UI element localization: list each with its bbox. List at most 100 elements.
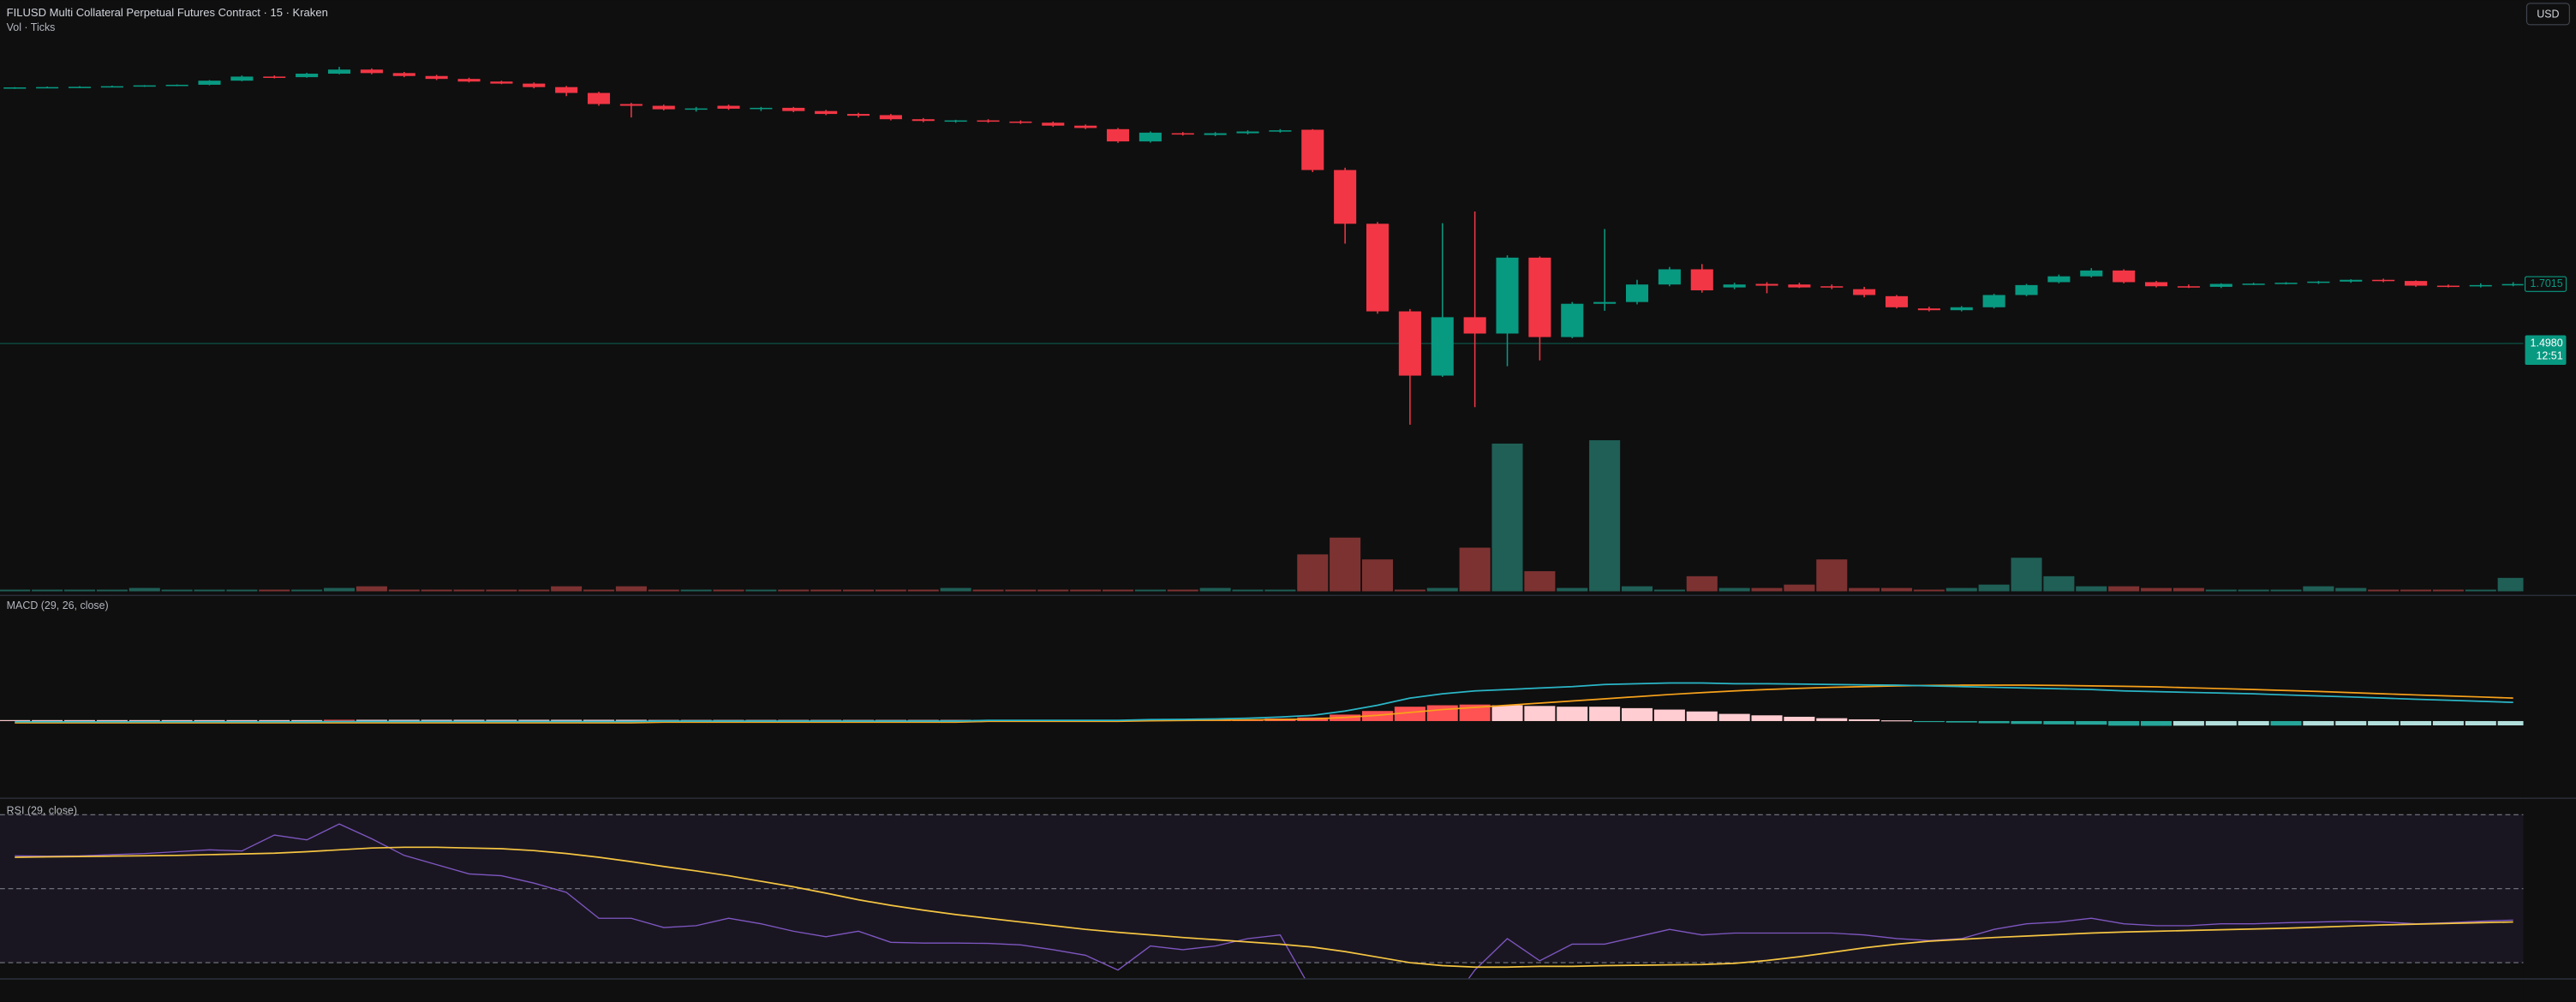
macd-histogram-bar — [2043, 720, 2075, 725]
candle-body — [977, 120, 1000, 122]
volume-bar — [323, 587, 356, 592]
volume-bar — [615, 586, 647, 592]
macd-histogram-bar — [63, 719, 96, 721]
volume-bar — [1297, 554, 1329, 592]
macd-histogram-bar — [2238, 720, 2269, 726]
macd-histogram-bar — [1686, 711, 1718, 721]
macd-histogram-bar — [486, 719, 517, 721]
candle-body — [133, 85, 156, 87]
macd-histogram-bar — [1880, 720, 1913, 722]
macd-histogram-bar — [518, 719, 550, 721]
rsi-title: RSI (29, close) — [7, 805, 77, 817]
last-price-tag — [2525, 335, 2567, 366]
candle-body — [1366, 224, 1390, 312]
volume-bar — [1102, 589, 1134, 592]
currency-button[interactable] — [2525, 3, 2570, 26]
volume-bar — [356, 586, 387, 592]
macd-histogram-bar — [32, 719, 63, 721]
candle-body — [1820, 286, 1844, 288]
candle-body — [327, 69, 351, 75]
volume-bar — [291, 589, 323, 592]
macd-histogram-bar — [1849, 719, 1880, 721]
close-tag-label: 1.7015 — [2531, 277, 2563, 289]
macd-histogram-bar — [1653, 709, 1685, 721]
candle-body — [1042, 122, 1065, 126]
volume-bar — [1589, 440, 1621, 592]
candle-body — [2307, 281, 2330, 283]
macd-histogram-bar — [1945, 720, 1977, 723]
candle-body — [555, 86, 578, 93]
macd-line — [15, 682, 2513, 723]
candle-body — [68, 86, 92, 88]
candle-body — [2080, 270, 2103, 277]
candle-body — [1236, 131, 1259, 134]
volume-bar — [1621, 586, 1653, 592]
rsi-line — [15, 823, 2513, 980]
volume-bar — [1524, 570, 1556, 592]
candle-body — [1658, 269, 1681, 285]
volume-bar — [161, 589, 193, 592]
volume-bar — [1880, 587, 1913, 592]
volume-bar — [2238, 589, 2269, 592]
candle-body — [425, 75, 448, 80]
volume-bar — [2270, 589, 2302, 592]
countdown-label: 12:51 — [2536, 350, 2562, 362]
macd-histogram-bar — [1913, 720, 1945, 723]
candle-body — [1496, 257, 1519, 334]
candle-body — [3, 87, 27, 89]
candle-body — [846, 114, 870, 116]
macd-histogram-bar — [2140, 720, 2173, 726]
candle-body — [1074, 125, 1097, 128]
candle-body — [1723, 284, 1746, 288]
candle-body — [815, 110, 838, 115]
volume-bar — [1264, 589, 1296, 592]
candle-body — [1690, 269, 1713, 291]
candle-body — [2177, 286, 2200, 288]
volume-bar — [1784, 584, 1815, 592]
volume-bar — [1134, 589, 1166, 592]
volume-bar — [32, 589, 63, 592]
candle-body — [1301, 129, 1324, 170]
volume-bar — [194, 589, 225, 592]
macd-histogram-bar — [2205, 720, 2237, 726]
candle-body — [165, 84, 188, 86]
volume-bar — [1199, 587, 1231, 592]
volume-bar — [0, 589, 31, 592]
volume-bar — [518, 589, 550, 592]
macd-histogram-bar — [1784, 716, 1815, 721]
candle-body — [1788, 284, 1811, 288]
volume-bar — [2140, 587, 2173, 592]
volume-bar — [778, 589, 810, 592]
candle-body — [1334, 170, 1357, 224]
candle-body — [2015, 284, 2038, 295]
candle-body — [457, 79, 481, 82]
rsi_ma-line — [15, 846, 2513, 969]
currency-label[interactable]: USD — [2537, 8, 2559, 20]
candle-body — [1950, 307, 1973, 311]
chart-title: FILUSD Multi Collateral Perpetual Future… — [7, 6, 328, 19]
macd-histogram-bar — [161, 719, 193, 721]
volume-label: Vol · Ticks — [7, 21, 56, 33]
candle-body — [1204, 133, 1227, 135]
volume-bar — [1816, 559, 1848, 592]
price-axis-bg — [2523, 0, 2576, 1002]
volume-bar — [2076, 586, 2107, 592]
volume-bar — [907, 589, 939, 592]
volume-bar — [1361, 559, 1394, 592]
candle-body — [1625, 284, 1649, 302]
volume-bar — [648, 589, 679, 592]
macd-histogram-bar — [1718, 713, 1750, 721]
candle-body — [2340, 279, 2363, 282]
macd-histogram-bar — [2076, 720, 2107, 725]
macd-histogram-bar — [1426, 705, 1458, 721]
volume-bar — [583, 589, 615, 592]
volume-bar — [96, 589, 128, 592]
volume-bar — [1849, 587, 1880, 592]
macd-histogram-bar — [2108, 720, 2140, 726]
candle-body — [782, 107, 805, 111]
volume-bar — [1330, 537, 1361, 592]
macd-histogram-bar — [2011, 720, 2042, 725]
volume-bar — [1653, 589, 1685, 592]
volume-bar — [388, 589, 420, 592]
